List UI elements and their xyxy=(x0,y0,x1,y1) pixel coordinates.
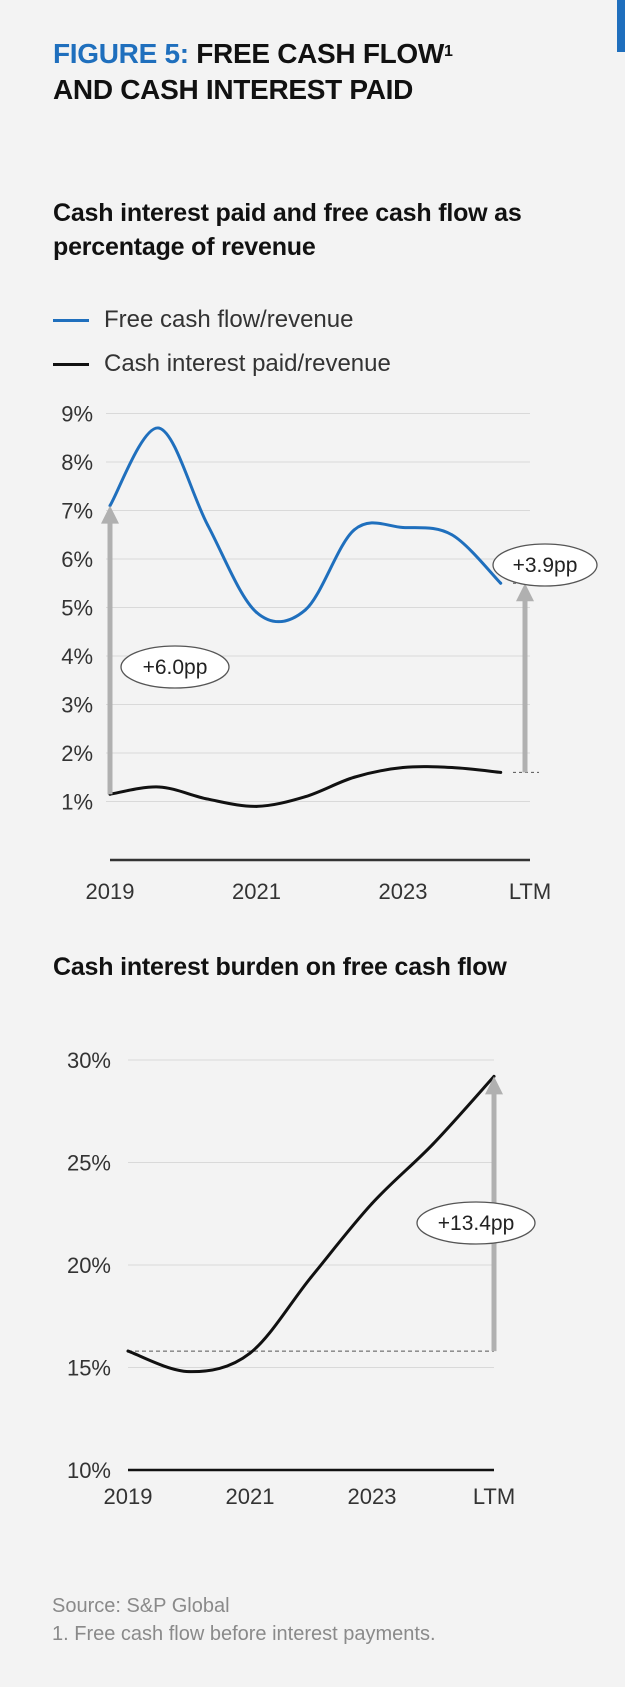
chart2-x-tick: 2019 xyxy=(104,1484,153,1509)
chart1-series-0-point xyxy=(255,610,258,614)
chart1-series-1-point xyxy=(499,771,503,774)
chart2-series-0-point xyxy=(370,1202,374,1205)
title-footnote-marker: 1 xyxy=(444,43,453,60)
legend-label-interest: Cash interest paid/revenue xyxy=(104,350,391,377)
legend-swatch-interest xyxy=(53,362,89,366)
chart1-series-0-point xyxy=(303,608,307,612)
chart1-series-0-point xyxy=(108,504,112,508)
chart1-y-tick: 7% xyxy=(61,499,93,524)
chart1-series-1-line xyxy=(108,765,503,808)
chart1-x-tick: LTM xyxy=(509,879,551,904)
chart2-arrow-ltm-head xyxy=(485,1076,503,1095)
chart2-callout-ltm-label: +13.4pp xyxy=(438,1212,515,1235)
footer: Source: S&P Global 1. Free cash flow bef… xyxy=(52,1592,436,1648)
chart1-callout-2019-label: +6.0pp xyxy=(143,656,208,679)
chart1-series-0-point xyxy=(401,526,405,529)
chart1-y-tick: 2% xyxy=(61,741,93,766)
chart1-y-tick: 3% xyxy=(61,693,93,718)
chart1-callout-ltm-label: +3.9pp xyxy=(513,554,578,577)
accent-bar xyxy=(617,0,625,52)
chart1-series-1-point xyxy=(255,804,258,808)
chart1-y-tick: 1% xyxy=(61,790,93,815)
source-note: Source: S&P Global xyxy=(52,1595,230,1617)
chart1-series-0-point xyxy=(352,528,356,532)
chart1-arrow-2019-head xyxy=(101,505,119,524)
chart2-y-tick: 25% xyxy=(67,1151,111,1176)
chart2-x-tick: 2023 xyxy=(348,1484,397,1509)
chart2-x-tick: LTM xyxy=(473,1484,515,1509)
chart1-series-0-point xyxy=(157,426,161,430)
chart2-plot: 10% 15% 20% 25% 30% 2019 2021 2023 LTM +13.4pp xyxy=(67,1048,536,1509)
chart2-x-tick: 2021 xyxy=(226,1484,275,1509)
chart2-y-tick: 10% xyxy=(67,1458,111,1483)
chart1-series-0-point xyxy=(499,581,503,585)
chart1-title: Cash interest paid and free cash flow as… xyxy=(53,199,522,261)
chart1-y-tick: 5% xyxy=(61,596,93,621)
chart1-x-tick: 2019 xyxy=(86,879,135,904)
chart2-series-0-point xyxy=(431,1142,435,1146)
chart1-series-1-point xyxy=(206,797,210,801)
chart1-callout-ltm-bubble xyxy=(492,543,598,587)
chart1-series-1-point xyxy=(401,766,405,769)
chart2-y-tick: 20% xyxy=(67,1253,111,1278)
chart1-y-tick: 4% xyxy=(61,644,93,669)
chart2-y-tick: 30% xyxy=(67,1048,111,1073)
chart2-callout-ltm-bubble xyxy=(416,1201,536,1245)
chart2-y-tick: 15% xyxy=(67,1356,111,1381)
figure-label: FIGURE 5: xyxy=(53,38,189,69)
legend-item-fcf: Free cash flow/revenue xyxy=(53,298,391,342)
chart1-series-0-line xyxy=(108,426,503,624)
chart2-series-0-point xyxy=(309,1275,313,1279)
footnote: 1. Free cash flow before interest paymen… xyxy=(52,1623,436,1645)
chart1-series-0-point xyxy=(450,533,454,537)
chart1-callout-2019-bubble xyxy=(120,645,230,689)
chart1-x-tick: 2023 xyxy=(379,879,428,904)
legend-swatch-fcf xyxy=(53,318,89,322)
chart2-series-0-point xyxy=(248,1351,252,1355)
figure-title: FIGURE 5: FREE CASH FLOW1 AND CASH INTER… xyxy=(53,36,593,108)
title-line2: AND CASH INTEREST PAID xyxy=(53,74,414,105)
chart1-y-tick: 9% xyxy=(61,402,93,427)
chart2-series-0-point xyxy=(187,1370,191,1373)
chart1-series-1-point xyxy=(450,766,454,769)
chart2-series-0-point xyxy=(126,1349,130,1353)
chart1-legend: Free cash flow/revenue Cash interest pai… xyxy=(53,298,391,386)
chart1-series-1-point xyxy=(303,795,307,799)
title-line1: FREE CASH FLOW xyxy=(196,38,445,69)
chart1-series-1-point xyxy=(157,785,161,789)
chart1-y-tick: 8% xyxy=(61,450,93,475)
chart1-x-tick: 2021 xyxy=(232,879,281,904)
legend-label-fcf: Free cash flow/revenue xyxy=(104,306,354,333)
chart1-series-0-point xyxy=(206,523,210,527)
chart1-series-1-point xyxy=(352,775,356,779)
chart1-arrow-ltm-head xyxy=(516,583,534,602)
chart1-y-tick: 6% xyxy=(61,547,93,572)
legend-item-interest: Cash interest paid/revenue xyxy=(53,342,391,386)
chart1-plot: 1% 2% 3% 4% 5% 6% 7% 8% 9% 2019 2021 2023 LTM +6.0pp +… xyxy=(61,402,598,904)
chart2-title: Cash interest burden on free cash flow xyxy=(53,953,507,981)
